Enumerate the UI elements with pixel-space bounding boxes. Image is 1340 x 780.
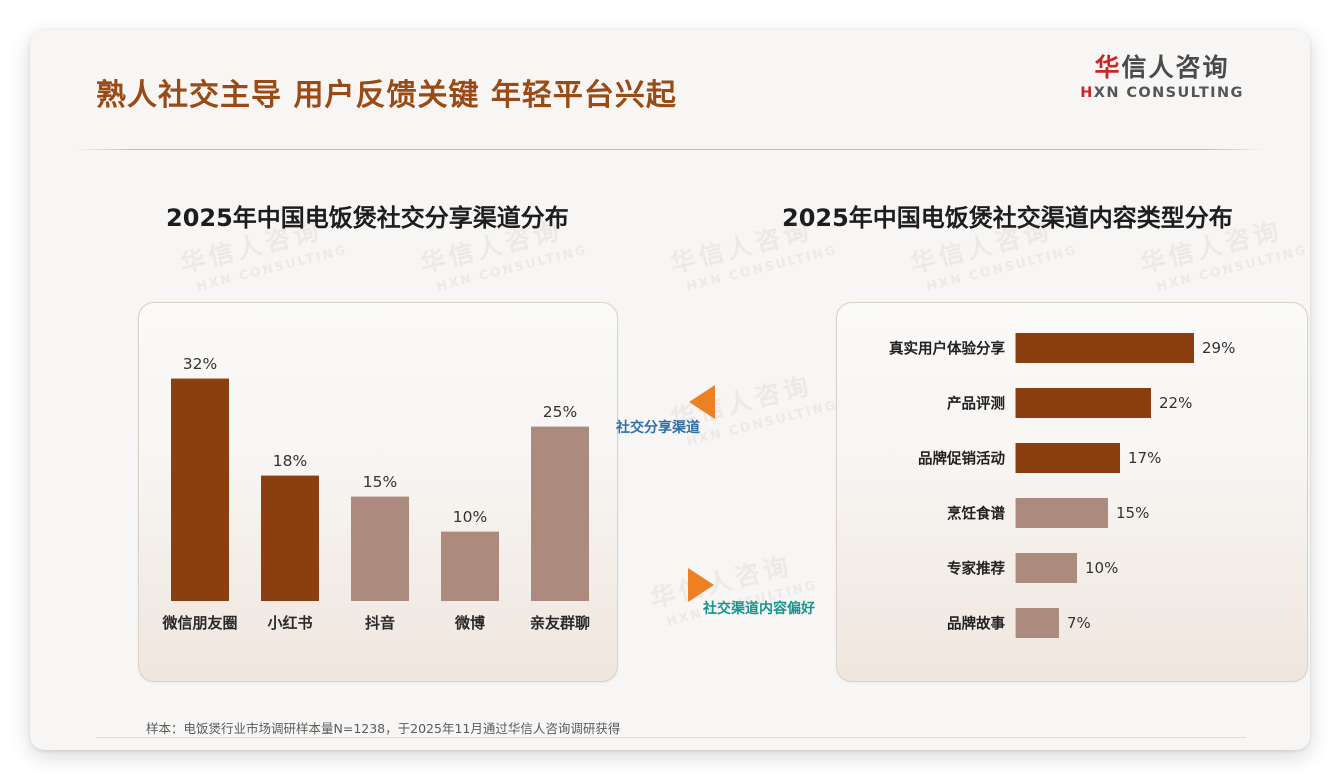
bar-category-label: 品牌促销活动 [918, 451, 1005, 468]
footer-divider [96, 737, 1246, 738]
sample-note: 样本：电饭煲行业市场调研样本量N=1238，于2025年11月通过华信人咨询调研… [146, 721, 621, 736]
horizontal-bar-chart: 真实用户体验分享 29% 产品评测 22% 品牌促销活动 17% 烹饪食谱 15% 专家推荐 10… [837, 303, 1307, 681]
bar-group: 18% 小红书 [245, 303, 335, 681]
bar-value-label: 10% [1085, 559, 1119, 577]
bar-value-label: 32% [182, 355, 218, 373]
bar-value-label: 25% [542, 403, 578, 421]
header-divider [74, 149, 1266, 150]
company-logo: 华信人咨询 HXN CONSULTING [1052, 54, 1272, 101]
bar-row: 专家推荐 10% [837, 551, 1307, 585]
vertical-bar-chart: 32% 微信朋友圈 18% 小红书 15% 抖音 10% 微博 25% 亲友群聊 [139, 303, 617, 681]
left-chart-panel: 32% 微信朋友圈 18% 小红书 15% 抖音 10% 微博 25% 亲友群聊 [138, 302, 618, 682]
bar [1015, 388, 1151, 418]
bar-category-label: 小红书 [267, 614, 313, 632]
bar-category-label: 品牌故事 [947, 616, 1005, 633]
bar-value-label: 29% [1202, 339, 1236, 357]
left-chart-title: 2025年中国电饭煲社交分享渠道分布 [166, 204, 569, 232]
bar-row: 品牌促销活动 17% [837, 441, 1307, 475]
logo-cn-red-char: 华 [1094, 53, 1122, 82]
bar-group: 15% 抖音 [335, 303, 425, 681]
bar-group: 10% 微博 [425, 303, 515, 681]
annotation-label-social-share-channel: 社交分享渠道 [616, 420, 700, 436]
bar-value-label: 10% [452, 508, 488, 526]
slide-header: 熟人社交主导 用户反馈关键 年轻平台兴起 华信人咨询 HXN CONSULTIN… [30, 30, 1310, 138]
bar-category-label: 微信朋友圈 [162, 614, 238, 632]
bar-value-label: 15% [362, 473, 398, 491]
right-chart-panel: 真实用户体验分享 29% 产品评测 22% 品牌促销活动 17% 烹饪食谱 15% 专家推荐 10… [836, 302, 1308, 682]
bar [1015, 553, 1077, 583]
right-chart-title: 2025年中国电饭煲社交渠道内容类型分布 [782, 204, 1233, 232]
logo-en-rest: XN CONSULTING [1093, 84, 1244, 101]
bar-category-label: 烹饪食谱 [947, 506, 1005, 523]
bar-group: 25% 亲友群聊 [515, 303, 605, 681]
bar-value-label: 17% [1128, 449, 1162, 467]
bar-category-label: 专家推荐 [947, 561, 1005, 578]
bar-category-label: 真实用户体验分享 [889, 341, 1005, 358]
logo-cn-rest: 信人咨询 [1121, 53, 1230, 82]
bar-group: 32% 微信朋友圈 [155, 303, 245, 681]
bar [531, 426, 589, 601]
bar-value-label: 15% [1116, 504, 1150, 522]
logo-en-red-char: H [1080, 84, 1094, 101]
bar-category-label: 产品评测 [947, 396, 1005, 413]
annotation-label-content-preference: 社交渠道内容偏好 [703, 601, 815, 617]
bar [261, 475, 319, 601]
bar-category-label: 微博 [454, 614, 485, 632]
triangle-left-icon [689, 385, 715, 419]
bar-row: 烹饪食谱 15% [837, 496, 1307, 530]
slide-canvas: 熟人社交主导 用户反馈关键 年轻平台兴起 华信人咨询 HXN CONSULTIN… [30, 30, 1310, 750]
bar [1015, 498, 1108, 528]
bar [1015, 333, 1194, 363]
logo-chinese-text: 华信人咨询 [1052, 54, 1272, 82]
bar [1015, 608, 1059, 638]
bar-row: 品牌故事 7% [837, 606, 1307, 640]
logo-english-text: HXN CONSULTING [1052, 85, 1272, 101]
bar-row: 产品评测 22% [837, 386, 1307, 420]
bar-row: 真实用户体验分享 29% [837, 331, 1307, 365]
triangle-right-icon [688, 568, 714, 602]
bar-value-label: 18% [272, 452, 308, 470]
bar [351, 496, 409, 601]
bar [171, 378, 229, 601]
bar-value-label: 7% [1067, 614, 1091, 632]
bar [441, 531, 499, 601]
bar-category-label: 抖音 [364, 614, 395, 632]
bar-category-label: 亲友群聊 [529, 614, 590, 632]
bar [1015, 443, 1120, 473]
page-title: 熟人社交主导 用户反馈关键 年轻平台兴起 [96, 78, 677, 113]
bar-value-label: 22% [1159, 394, 1193, 412]
